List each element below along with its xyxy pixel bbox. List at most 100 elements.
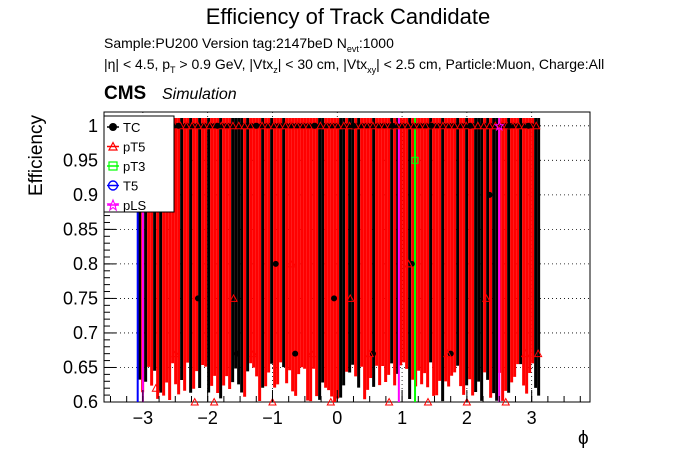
tc-marker <box>486 191 493 198</box>
tc-marker-top <box>422 122 429 130</box>
pt5-marker-top <box>491 121 500 130</box>
pt5-marker <box>248 349 258 358</box>
pt5-marker <box>170 349 180 358</box>
pt5-marker-top <box>257 121 267 130</box>
pt5-marker <box>423 397 433 406</box>
chart-subtitle-2: |η| < 4.5, pT > 0.9 GeV, |Vtxz| < 30 cm,… <box>104 56 605 75</box>
pt5-marker-top <box>222 121 232 130</box>
y-tick-label: 1 <box>88 116 98 136</box>
tc-marker <box>194 295 201 302</box>
x-tick-label: 3 <box>527 408 537 428</box>
x-tick-label: 1 <box>397 408 407 428</box>
tc-marker-top <box>340 122 347 130</box>
pt5-marker <box>501 397 511 406</box>
pt5-marker-top <box>181 121 191 130</box>
tc-marker-top <box>200 122 207 130</box>
tc-marker-top <box>323 122 330 130</box>
pt5-marker <box>345 293 355 302</box>
tc-marker-top <box>194 122 202 130</box>
tc-marker-top <box>410 122 417 130</box>
tc-marker-top <box>533 122 540 130</box>
tc-marker-top <box>398 122 406 130</box>
tc-marker-top <box>334 122 342 130</box>
tc-marker-top <box>258 122 266 130</box>
tc-marker <box>408 260 415 267</box>
pt5-marker-top <box>275 121 284 130</box>
pt5-marker-top <box>362 121 372 130</box>
legend-marker <box>107 180 119 191</box>
pt5-marker-top <box>205 121 214 130</box>
pt5-marker-top <box>432 121 442 130</box>
pt5-marker <box>481 293 491 302</box>
legend-label: pLS <box>123 198 146 213</box>
tc-marker-top <box>445 122 452 130</box>
tc-marker-top <box>369 122 377 130</box>
tc-marker <box>447 350 454 357</box>
pt5-marker-top <box>269 121 279 130</box>
tc-marker-top <box>188 122 196 130</box>
y-tick-label: 0.7 <box>73 323 98 343</box>
pt5-marker <box>268 397 277 406</box>
pt5-marker <box>384 397 394 406</box>
pt5-marker-top <box>380 121 389 130</box>
pt5-marker-top <box>438 121 448 130</box>
legend-marker <box>108 141 118 151</box>
tc-marker <box>331 295 338 302</box>
tc-marker-top <box>229 122 237 130</box>
legend-box <box>103 115 175 213</box>
pt3-marker <box>411 156 419 164</box>
tc-marker-top <box>381 122 388 130</box>
y-tick-label: 0.9 <box>73 185 98 205</box>
tc-marker-top <box>328 122 336 130</box>
pls-marker <box>493 120 505 132</box>
tc-marker-top <box>270 122 277 130</box>
tc-marker-top <box>282 122 289 130</box>
pt5-marker-top <box>444 121 454 130</box>
pt5-marker-top <box>286 121 296 130</box>
tc-marker-top <box>404 122 412 130</box>
tc-marker-top <box>241 122 248 130</box>
tc-marker-top <box>317 122 324 130</box>
pt5-marker-top <box>479 121 489 130</box>
y-tick-label: 0.75 <box>63 288 98 308</box>
pt5-marker-top <box>415 121 424 130</box>
tc-marker-top <box>264 122 272 130</box>
x-tick-label: 2 <box>462 408 472 428</box>
pt5-marker-top <box>193 121 203 130</box>
tc-marker-top <box>375 122 382 130</box>
tc-marker <box>428 122 435 129</box>
tc-marker <box>350 122 357 129</box>
y-tick-label: 0.65 <box>63 357 98 377</box>
x-tick-label: −2 <box>197 408 218 428</box>
tc-marker-top <box>416 122 423 130</box>
legend-marker <box>106 198 120 212</box>
pt5-marker <box>151 383 161 392</box>
tc-marker-top <box>363 122 371 130</box>
y-tick-label: 0.85 <box>63 219 98 239</box>
y-tick-label: 0.8 <box>73 254 98 274</box>
pt5-marker-top <box>187 121 197 130</box>
tc-marker <box>292 350 299 357</box>
pt5-marker-top <box>304 121 314 130</box>
pt5-marker <box>307 349 316 358</box>
tc-marker-top <box>223 122 231 130</box>
tc-marker <box>175 122 182 129</box>
simulation-label: Simulation <box>162 86 237 103</box>
legend-label: TC <box>123 120 140 135</box>
y-tick-label: 0.95 <box>63 150 98 170</box>
cms-label: CMS <box>104 83 147 104</box>
tc-marker-top <box>293 122 301 130</box>
tc-marker <box>389 122 396 129</box>
pt5-marker <box>404 259 413 268</box>
tc-marker-top <box>457 122 464 130</box>
pt5-marker-top <box>246 121 255 130</box>
pt5-marker-top <box>228 121 238 130</box>
tc-marker-top <box>433 122 441 130</box>
tc-marker <box>467 122 474 129</box>
tc-marker <box>369 350 376 357</box>
pt5-marker-top <box>333 121 343 130</box>
pt5-marker-top <box>356 121 366 130</box>
pt5-marker-top <box>514 121 524 130</box>
tc-marker <box>311 122 318 129</box>
